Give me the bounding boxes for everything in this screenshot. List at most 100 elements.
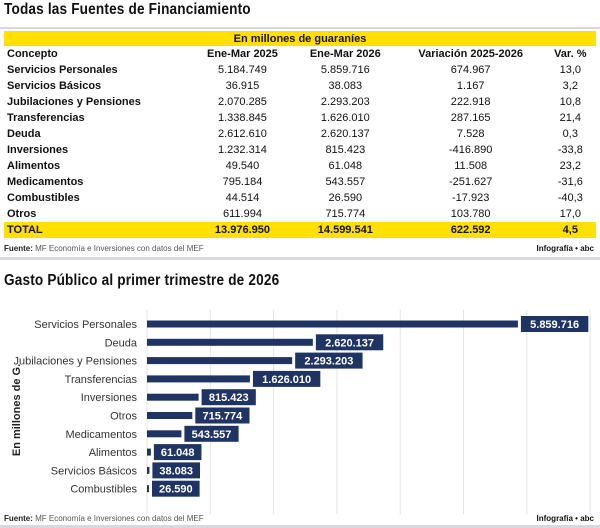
category-label: Otros [110, 411, 137, 423]
cell: 2.070.285 [217, 96, 267, 108]
data-label-bg [152, 462, 201, 479]
cell: 622.592 [450, 224, 491, 236]
cell: 2.612.610 [217, 128, 267, 140]
cell: 543.557 [325, 176, 366, 188]
category-label: Jubilaciones y Pensiones [13, 356, 137, 368]
data-label-bg [195, 407, 250, 424]
cell: 5.859.716 [320, 64, 370, 76]
divider [0, 27, 600, 29]
category-label: Transferencias [65, 374, 138, 386]
cell: 2.293.203 [320, 96, 370, 108]
bar [147, 448, 151, 456]
cell: Jubilaciones y Pensiones [7, 96, 141, 108]
bar [147, 485, 149, 493]
cell: Combustibles [7, 192, 80, 204]
table-row: Servicios Básicos 36.915 38.083 1.167 3,2 [4, 78, 596, 94]
cell: Medicamentos [7, 176, 84, 188]
data-label-bg [184, 425, 239, 442]
data-label: 815.423 [209, 392, 249, 404]
cell: Otros [7, 208, 37, 220]
cell: -33,8 [557, 144, 583, 156]
data-label: 2.293.203 [304, 356, 353, 368]
financing-table: En millones de guaraníes Concepto Ene-Mar … [4, 31, 596, 238]
data-label: 26.590 [159, 484, 193, 496]
cell: -17.923 [452, 192, 490, 204]
cell: 44.514 [225, 192, 260, 204]
data-label-bg [201, 389, 256, 406]
cell: 61.048 [328, 160, 363, 172]
cell: 611.994 [222, 208, 262, 220]
category-label: Servicios Personales [34, 319, 137, 331]
cell: 13,0 [559, 64, 581, 76]
cell: TOTAL [7, 224, 43, 236]
table-row: Deuda 2.612.610 2.620.137 7.528 0,3 [4, 126, 596, 142]
chart-source: Fuente: MF Economía e Inversiones con da… [4, 514, 204, 523]
table-row: Otros 611.994 715.774 103.780 17,0 [4, 206, 596, 222]
category-label: Medicamentos [65, 429, 137, 441]
bar-chart: En millones de G. Servicios Personales 5.8… [11, 310, 591, 514]
divider [0, 525, 600, 528]
cell: 1.626.010 [320, 112, 370, 124]
cell: 38.083 [328, 80, 363, 92]
category-label: Combustibles [70, 484, 137, 496]
bar [147, 430, 182, 438]
table-row: Transferencias 1.338.845 1.626.010 287.165 2… [4, 110, 596, 126]
cell: 17,0 [559, 208, 581, 220]
cell: 3,2 [562, 80, 578, 92]
bar [147, 375, 250, 383]
total-row: TOTAL 13.976.950 14.599.541 622.592 4,5 [4, 222, 596, 238]
cell: -416.890 [448, 144, 493, 156]
cell: Servicios Básicos [7, 80, 102, 92]
data-label-bg [315, 334, 384, 351]
bar [147, 338, 313, 346]
data-label: 2.620.137 [325, 337, 374, 349]
cell: Alimentos [7, 160, 61, 172]
cell: -40,3 [557, 192, 583, 204]
table-row: Jubilaciones y Pensiones 2.070.285 2.293.2… [4, 94, 596, 110]
unit-row: En millones de guaraníes [4, 31, 596, 46]
category-label: Servicios Básicos [51, 465, 138, 477]
data-label: 715.774 [203, 411, 244, 423]
data-label: 543.557 [192, 429, 232, 441]
cell: 13.976.950 [214, 224, 270, 236]
cell: 674.967 [450, 64, 491, 76]
table-row: Inversiones 1.232.314 815.423 -416.890 -33,8 [4, 142, 596, 158]
y-axis-label: En millones de G. [11, 364, 23, 456]
cell: 815.423 [325, 144, 366, 156]
cell: 11.508 [454, 160, 488, 172]
cell: 4,5 [562, 224, 578, 236]
cell: 14.599.541 [317, 224, 373, 236]
table-row: Medicamentos 795.184 543.557 -251.627 -31,6 [4, 174, 596, 190]
bar [147, 466, 150, 474]
cell: Deuda [7, 128, 41, 140]
chart-title: Gasto Público al primer trimestre de 202… [4, 272, 280, 289]
category-label: Alimentos [89, 447, 138, 459]
category-label: Deuda [105, 337, 138, 349]
data-label: 61.048 [161, 447, 195, 459]
cell: Transferencias [7, 112, 85, 124]
table-row: Servicios Personales 5.184.749 5.859.716 67… [4, 62, 596, 78]
cell: 26.590 [328, 192, 363, 204]
divider [0, 257, 600, 260]
data-label-bg [520, 316, 589, 332]
cell: Ene-Mar 2026 [309, 48, 381, 60]
header-row: Concepto Ene-Mar 2025 Ene-Mar 2026 Variació… [4, 46, 596, 62]
cell: Var. % [554, 48, 587, 60]
table-title: Todas las Fuentes de Financiamiento [4, 1, 251, 18]
cell: 36.915 [225, 80, 260, 92]
bar [147, 393, 199, 401]
cell: 10,8 [559, 96, 581, 108]
cell: 1.232.314 [217, 144, 267, 156]
cell: 2.620.137 [320, 128, 370, 140]
brand-credit: Infografía • abc [536, 244, 594, 253]
cell: -31,6 [557, 176, 583, 188]
table-row: Alimentos 49.540 61.048 11.508 23,2 [4, 158, 596, 174]
data-label: 1.626.010 [262, 374, 311, 386]
data-label-bg [252, 370, 321, 387]
cell: 49.540 [225, 160, 260, 172]
bar [147, 357, 293, 365]
cell: Inversiones [7, 144, 69, 156]
cell: 1.167 [456, 80, 485, 92]
cell: Servicios Personales [7, 64, 118, 76]
cell: 7.528 [456, 128, 485, 140]
